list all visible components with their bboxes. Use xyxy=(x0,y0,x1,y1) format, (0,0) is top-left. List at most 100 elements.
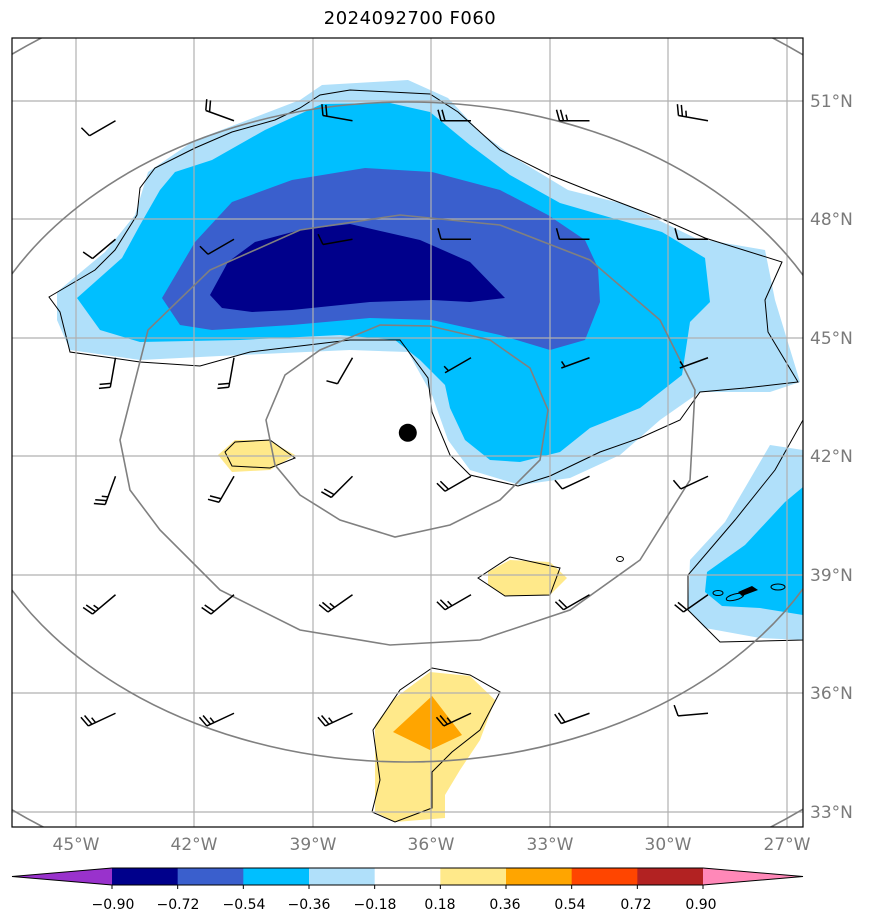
lon-tick-label: 39°W xyxy=(290,835,337,855)
wind-barb-shaft xyxy=(554,475,590,490)
wind-barb xyxy=(321,475,354,499)
wind-barb-shaft xyxy=(201,594,235,615)
wind-barb xyxy=(554,475,590,490)
colorbar-label: −0.72 xyxy=(157,897,200,913)
center-marker xyxy=(398,423,417,442)
graticule xyxy=(12,38,803,827)
filled-contours xyxy=(57,80,803,822)
wind-barb xyxy=(93,475,117,506)
colorbar-label: −0.36 xyxy=(288,897,331,913)
lat-tick-label: 39°N xyxy=(810,566,853,586)
wind-barb-shaft xyxy=(199,238,235,255)
wind-barb xyxy=(207,475,235,503)
wind-barb-shaft xyxy=(679,357,709,369)
wind-barb xyxy=(98,357,117,390)
wind-barb xyxy=(437,109,471,122)
wind-barb xyxy=(326,357,354,385)
lon-tick-label: 33°W xyxy=(527,835,574,855)
wind-barb xyxy=(555,228,590,240)
outline-contour-east xyxy=(687,418,803,643)
wind-barb-shaft xyxy=(435,712,472,727)
wind-barb-shaft xyxy=(205,99,235,122)
outline-contour-main xyxy=(48,89,799,487)
colorbar-label: 0.90 xyxy=(685,897,716,913)
lat-tick-labels: 51°N 48°N 45°N 42°N 39°N 36°N 33°N xyxy=(810,92,853,823)
wind-barb-shaft xyxy=(560,357,590,369)
colorbar-label: 0.72 xyxy=(620,897,651,913)
wind-barb xyxy=(436,594,472,611)
wind-barb-shaft xyxy=(317,712,353,727)
wind-barb-shaft xyxy=(555,228,590,240)
colorbar-labels: −0.90 −0.72 −0.54 −0.36 −0.18 0.18 0.36 … xyxy=(92,897,717,913)
wind-barb xyxy=(443,357,472,374)
chart-title: 2024092700 F060 xyxy=(323,8,497,29)
colorbar-label: −0.54 xyxy=(223,897,266,913)
wind-barb-shaft xyxy=(555,109,590,122)
wind-barb-shaft xyxy=(443,357,472,374)
colorbar-label: 0.36 xyxy=(489,897,520,913)
wind-barb xyxy=(317,712,353,727)
wind-barb xyxy=(82,238,116,260)
wind-barb-shaft xyxy=(318,594,353,613)
wind-barb-shaft xyxy=(93,475,117,506)
colorbar-label: −0.90 xyxy=(92,897,135,913)
wind-barb-shaft xyxy=(80,120,116,137)
colorbar xyxy=(11,867,804,889)
wind-barb-shaft xyxy=(207,475,235,503)
wind-barb-shaft xyxy=(674,228,708,240)
colorbar-bin xyxy=(177,868,244,885)
colorbar-label: 0.18 xyxy=(424,897,455,913)
wind-barb-shaft xyxy=(673,704,709,717)
wind-barb xyxy=(674,228,708,240)
wind-barb-shaft xyxy=(98,357,117,390)
lon-tick-label: 27°W xyxy=(764,835,811,855)
wind-barb-shaft xyxy=(326,357,354,385)
wind-barb xyxy=(201,594,235,615)
wind-barb xyxy=(199,238,235,255)
colorbar-bin xyxy=(571,868,638,885)
wind-barb-shaft xyxy=(80,712,116,727)
colorbar-bin xyxy=(440,868,507,885)
colorbar-bin xyxy=(374,868,441,885)
plot-frame xyxy=(11,37,804,828)
lat-tick-label: 33°N xyxy=(810,803,853,823)
colorbar-bin xyxy=(112,868,179,885)
wind-barb xyxy=(317,233,353,246)
lon-tick-labels: 45°W 42°W 39°W 36°W 33°W 30°W 27°W xyxy=(53,835,811,855)
wind-barb xyxy=(198,712,235,727)
colorbar-bin xyxy=(637,868,704,885)
wind-barb-shaft xyxy=(82,238,116,260)
wind-barb-shaft xyxy=(437,228,471,240)
wind-barb xyxy=(436,475,472,492)
wind-barb xyxy=(560,357,590,369)
colorbar-extend-low xyxy=(12,868,112,885)
wind-barb xyxy=(437,228,471,240)
colorbar-extend-high xyxy=(703,868,803,885)
contour-fill-plus-036 xyxy=(393,696,462,750)
colorbar-label: 0.54 xyxy=(554,897,585,913)
outline-contour-a xyxy=(224,439,297,469)
wind-barb xyxy=(80,712,116,727)
lon-tick-label: 45°W xyxy=(53,835,100,855)
colorbar-label: −0.18 xyxy=(354,897,397,913)
colorbar-bin xyxy=(309,868,376,885)
wind-barb-shaft xyxy=(317,233,353,246)
lat-tick-label: 51°N xyxy=(810,92,853,112)
wind-barb xyxy=(205,99,235,122)
wind-barb-shaft xyxy=(676,104,709,122)
contour-fill-plus-018-b xyxy=(488,560,567,596)
wind-barb-shaft xyxy=(321,475,354,499)
contour-fill-blue-north-1 xyxy=(705,487,803,615)
colorbar-bin xyxy=(243,868,310,885)
outline-contour-b xyxy=(477,556,561,597)
wind-barbs xyxy=(80,99,709,727)
wind-barb xyxy=(672,475,709,490)
lat-tick-label: 48°N xyxy=(810,210,853,230)
wind-barb xyxy=(80,120,116,137)
wind-barb-shaft xyxy=(82,594,116,615)
wind-barb xyxy=(321,104,353,122)
wind-barb-shaft xyxy=(674,594,709,613)
lon-tick-label: 42°W xyxy=(171,835,218,855)
